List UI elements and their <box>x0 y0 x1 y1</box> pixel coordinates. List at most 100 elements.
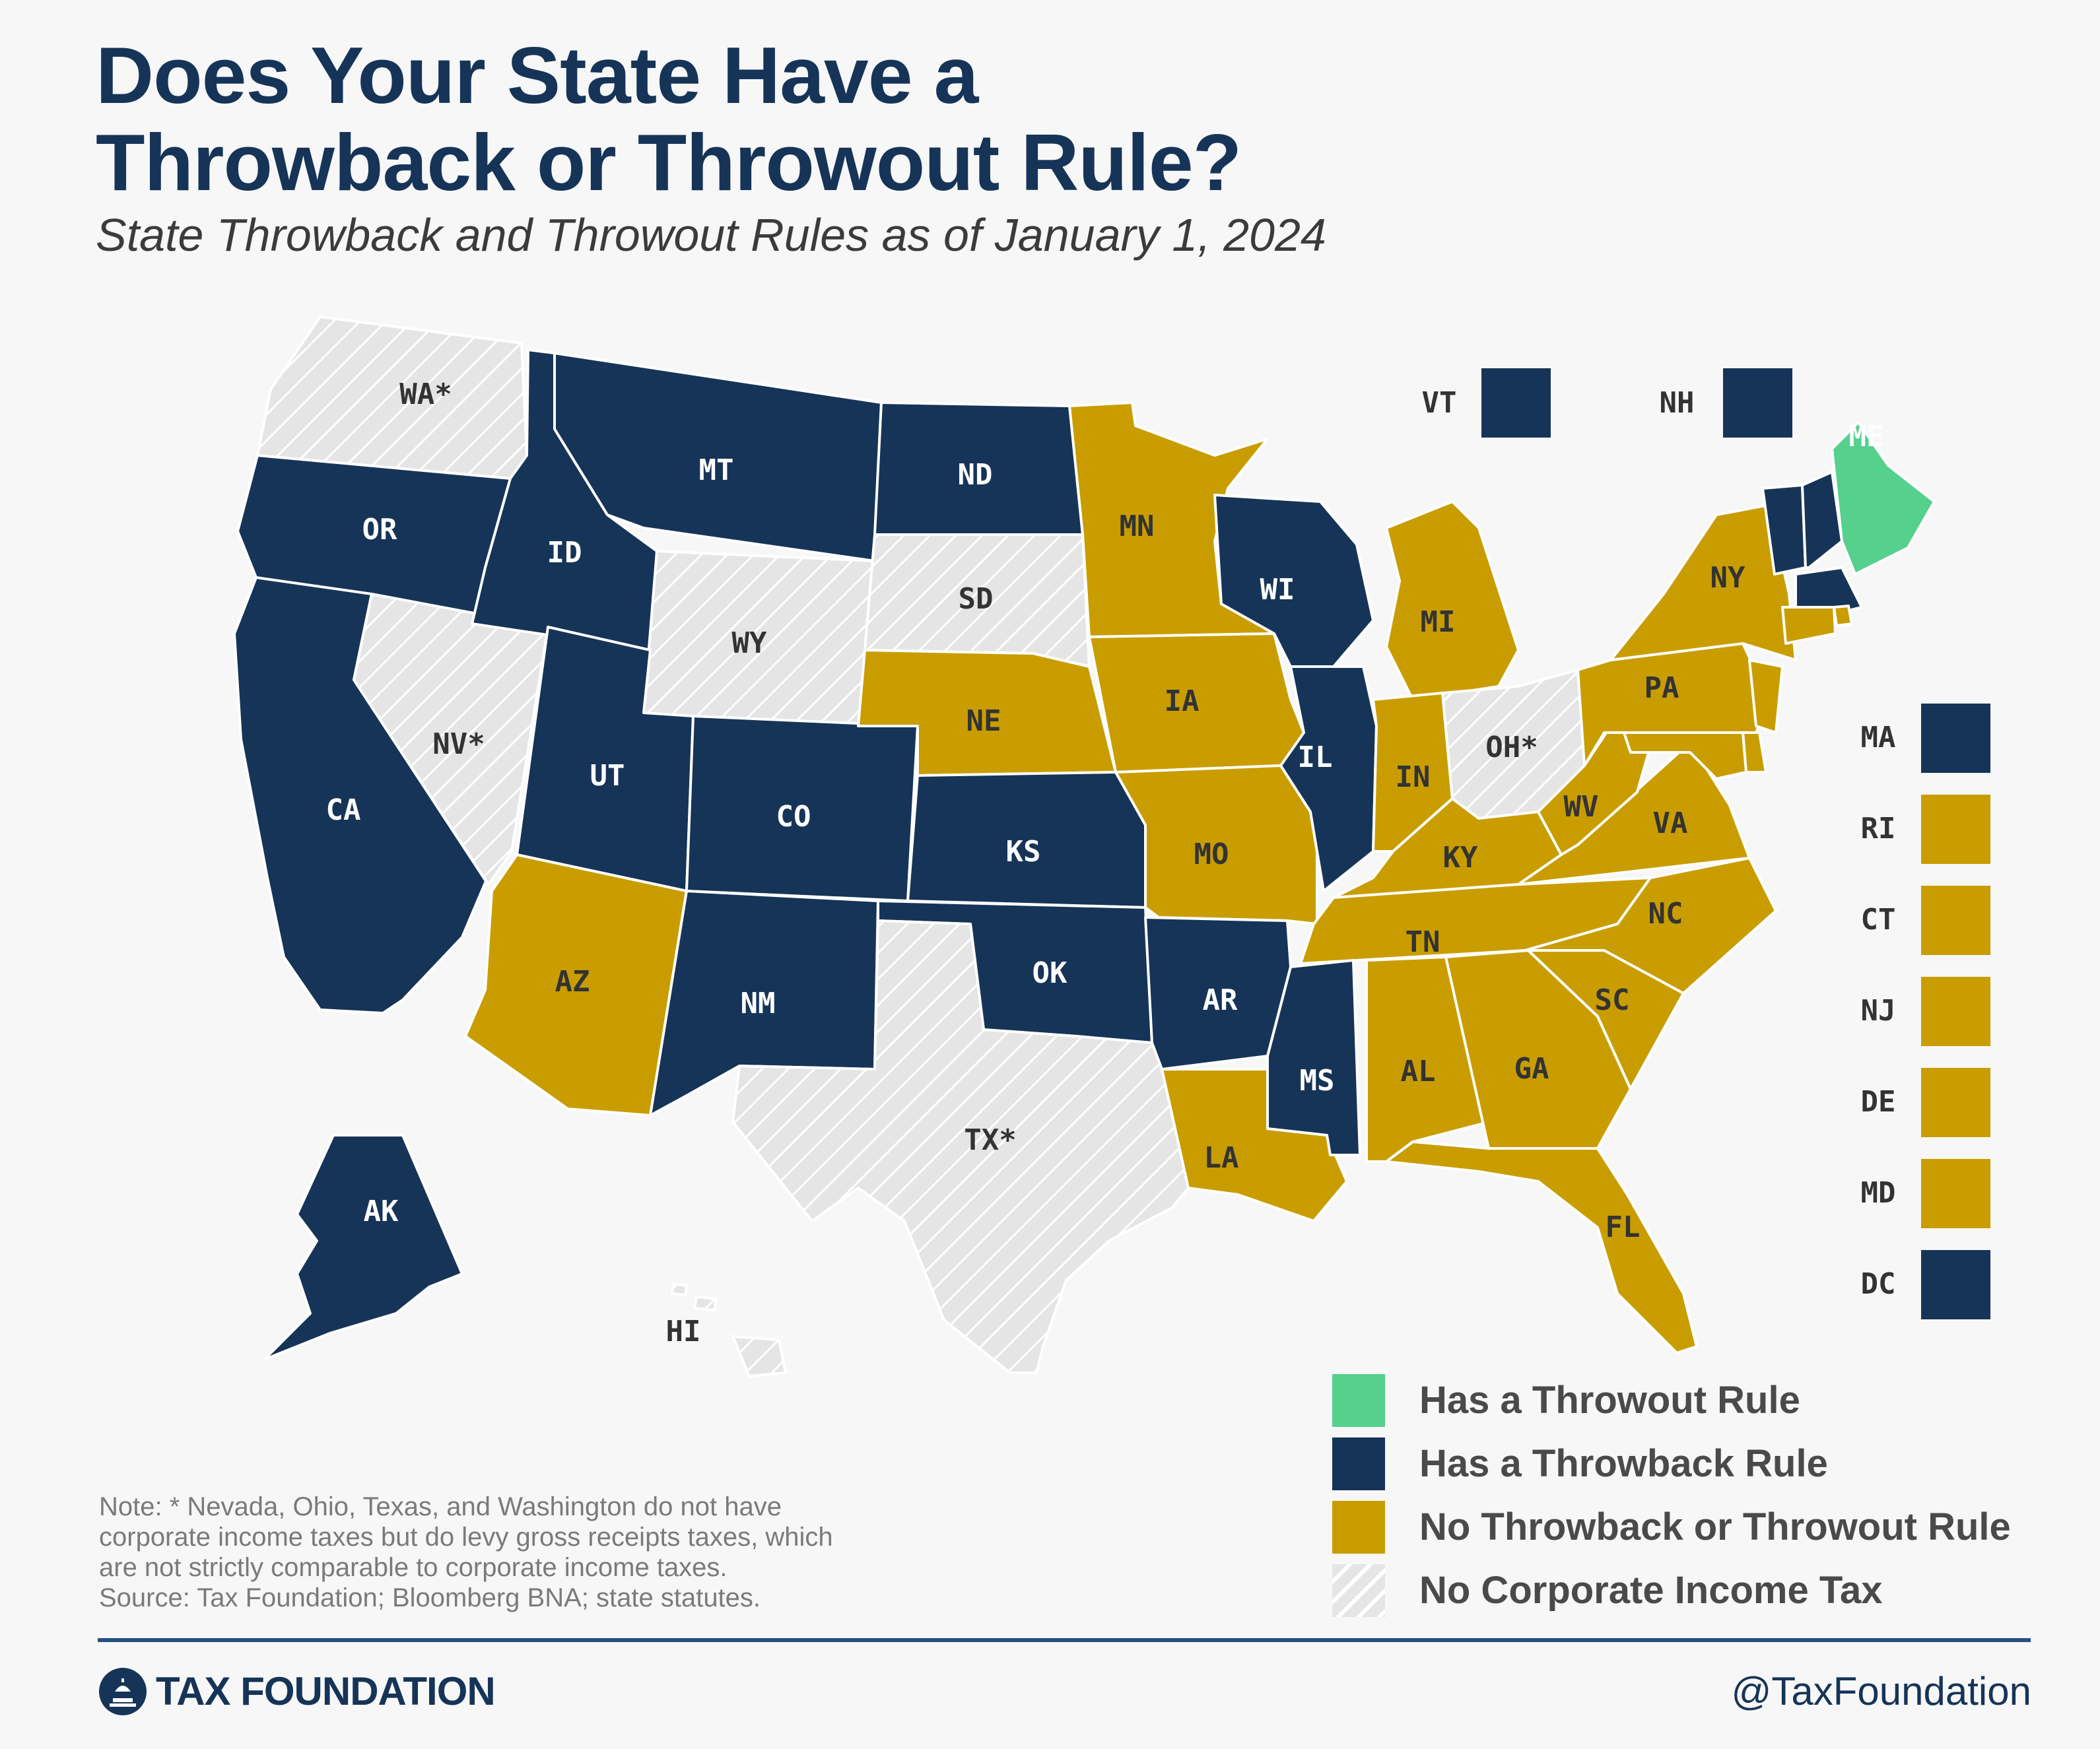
state-label-tn: TN <box>1406 925 1440 959</box>
state-label-oh: OH* <box>1485 731 1538 764</box>
state-tx[interactable] <box>731 919 1190 1374</box>
state-md[interactable] <box>1623 731 1747 780</box>
callout-label-vt: VT <box>1422 386 1457 420</box>
state-label-il: IL <box>1298 741 1333 774</box>
state-nh[interactable] <box>1801 471 1843 569</box>
state-label-ia: IA <box>1165 684 1200 718</box>
state-wa[interactable] <box>256 315 528 480</box>
state-fl[interactable] <box>1385 1140 1698 1354</box>
state-label-ky: KY <box>1443 841 1478 874</box>
state-label-hi: HI <box>666 1315 701 1348</box>
state-label-va: VA <box>1653 807 1688 840</box>
state-ms[interactable] <box>1266 959 1361 1156</box>
capitol-dome-icon <box>99 1668 147 1715</box>
state-label-ak: AK <box>364 1195 399 1228</box>
state-label-al: AL <box>1401 1055 1436 1088</box>
legend-item-throwback: Has a Throwback Rule <box>1332 1432 2072 1496</box>
state-label-mi: MI <box>1421 605 1456 639</box>
state-label-ca: CA <box>326 793 361 827</box>
legend-item-no-rule: No Throwback or Throwout Rule <box>1332 1496 2072 1559</box>
legend-label-no-rule: No Throwback or Throwout Rule <box>1419 1505 2011 1548</box>
state-label-fl: FL <box>1606 1210 1641 1244</box>
legend-swatch-throwback <box>1332 1437 1385 1490</box>
callout-label-ct: CT <box>1861 903 1896 937</box>
page-title-line-1: Does Your State Have a <box>96 30 978 120</box>
state-label-nm: NM <box>741 987 776 1020</box>
callout-label-dc: DC <box>1861 1267 1896 1301</box>
state-label-in: IN <box>1396 760 1431 794</box>
state-label-mt: MT <box>699 453 734 487</box>
state-label-ok: OK <box>1033 956 1067 990</box>
callout-box-nj[interactable] <box>1921 977 1990 1046</box>
note-line-4: Source: Tax Foundation; Bloomberg BNA; s… <box>99 1583 761 1612</box>
state-il[interactable] <box>1279 665 1378 892</box>
page-subtitle: State Throwback and Throwout Rules as of… <box>96 209 1326 261</box>
callout-box-ri[interactable] <box>1921 795 1990 864</box>
state-label-az: AZ <box>555 965 590 999</box>
state-label-la: LA <box>1204 1141 1239 1175</box>
callout-box-ct[interactable] <box>1921 886 1990 955</box>
state-mi[interactable] <box>1385 500 1520 701</box>
legend-label-no-tax: No Corporate Income Tax <box>1419 1569 1883 1612</box>
callout-label-de: DE <box>1861 1085 1896 1119</box>
legend-label-throwout: Has a Throwout Rule <box>1419 1379 1800 1422</box>
state-label-sd: SD <box>959 582 994 616</box>
state-label-wy: WY <box>732 626 767 660</box>
state-label-or: OR <box>362 513 397 546</box>
state-ri[interactable] <box>1833 605 1853 627</box>
state-label-co: CO <box>776 800 811 834</box>
state-label-ks: KS <box>1006 835 1041 869</box>
legend-label-throwback: Has a Throwback Rule <box>1419 1442 1828 1485</box>
note-line-3: are not strictly comparable to corporate… <box>99 1553 728 1582</box>
legend-item-throwout: Has a Throwout Rule <box>1332 1369 2072 1432</box>
callout-box-ma[interactable] <box>1921 704 1990 773</box>
state-label-mo: MO <box>1194 838 1229 871</box>
twitter-handle[interactable]: @TaxFoundation <box>1731 1669 2031 1713</box>
state-label-wv: WV <box>1564 790 1599 824</box>
state-ct[interactable] <box>1781 606 1837 645</box>
state-label-mn: MN <box>1120 510 1155 543</box>
legend-swatch-no-tax <box>1332 1564 1385 1617</box>
callout-label-ma: MA <box>1861 721 1896 754</box>
state-ak[interactable] <box>263 1134 463 1361</box>
state-nj[interactable] <box>1748 659 1784 734</box>
page-title: Does Your State Have a Throwback or Thro… <box>96 32 1680 206</box>
state-label-nd: ND <box>958 458 993 492</box>
state-label-ms: MS <box>1300 1064 1335 1098</box>
callout-label-md: MD <box>1861 1176 1896 1210</box>
state-label-sc: SC <box>1595 983 1630 1017</box>
state-label-ar: AR <box>1203 983 1238 1017</box>
logo-text: TAX FOUNDATION <box>156 1669 496 1713</box>
callout-box-vt[interactable] <box>1481 368 1551 438</box>
callout-box-dc[interactable] <box>1921 1250 1990 1319</box>
state-label-me: ME <box>1849 420 1884 453</box>
state-label-ne: NE <box>966 704 1001 738</box>
map-legend: Has a Throwout Rule Has a Throwback Rule… <box>1332 1369 2072 1622</box>
state-label-pa: PA <box>1644 671 1679 705</box>
state-label-nc: NC <box>1648 897 1683 931</box>
note-line-1: Note: * Nevada, Ohio, Texas, and Washing… <box>99 1492 782 1521</box>
state-label-ny: NY <box>1710 561 1745 595</box>
state-label-tx: TX* <box>964 1123 1016 1157</box>
callout-label-nh: NH <box>1660 386 1695 420</box>
page-title-line-2: Throwback or Throwout Rule? <box>96 117 1242 207</box>
tax-foundation-logo: TAX FOUNDATION <box>98 1665 496 1719</box>
state-nc[interactable] <box>1524 857 1777 995</box>
callout-label-ri: RI <box>1861 812 1896 845</box>
state-me[interactable] <box>1831 421 1936 576</box>
state-hi[interactable] <box>671 1282 787 1377</box>
source-note: Note: * Nevada, Ohio, Texas, and Washing… <box>99 1492 990 1613</box>
callout-label-nj: NJ <box>1861 994 1896 1028</box>
footer-divider <box>98 1638 2031 1642</box>
state-label-ga: GA <box>1514 1052 1549 1086</box>
callout-box-md[interactable] <box>1921 1159 1990 1228</box>
legend-swatch-no-rule <box>1332 1501 1385 1554</box>
state-label-id: ID <box>547 536 582 570</box>
legend-swatch-throwout <box>1332 1374 1385 1427</box>
state-label-ut: UT <box>590 759 625 793</box>
state-label-wa: WA* <box>399 378 452 411</box>
callout-box-nh[interactable] <box>1723 368 1792 438</box>
state-label-nv: NV* <box>432 727 485 761</box>
callout-box-de[interactable] <box>1921 1068 1990 1137</box>
